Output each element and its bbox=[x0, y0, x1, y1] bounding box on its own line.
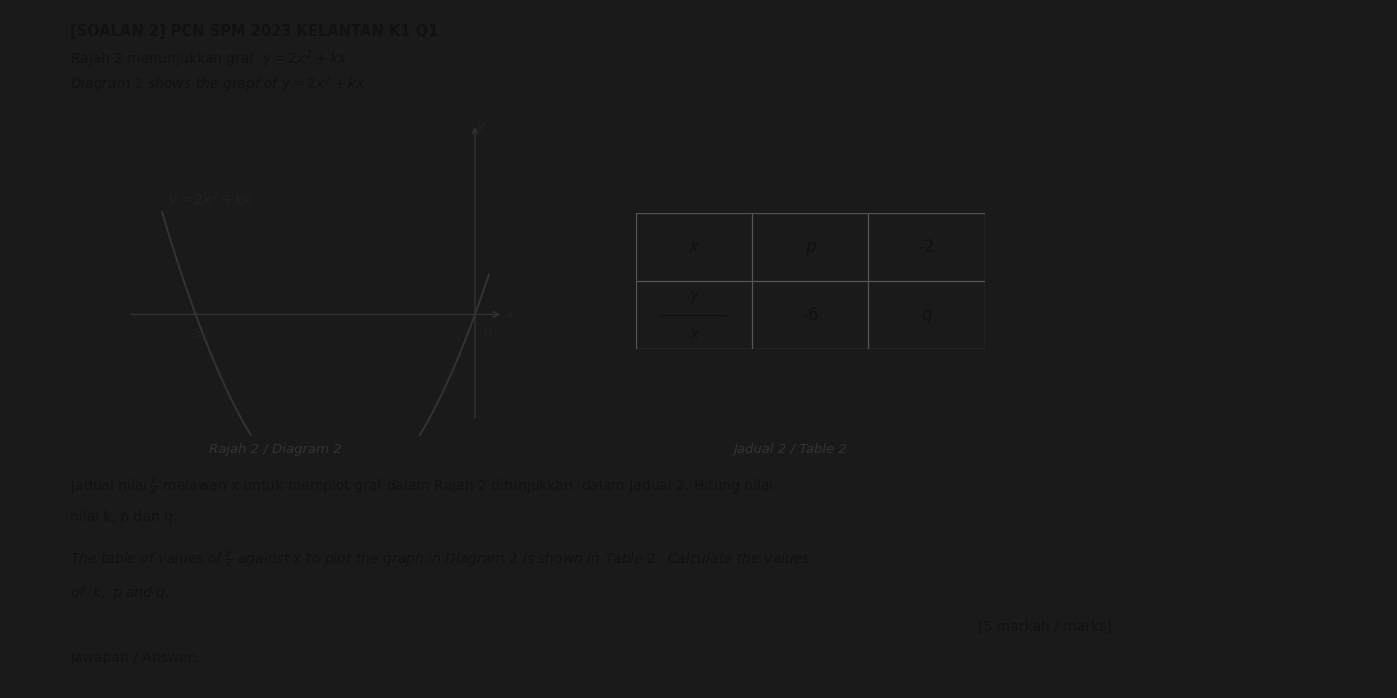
Text: y: y bbox=[689, 288, 698, 303]
Text: Jadual nilai $\frac{y}{x}$ melawan x untuk memplot graf dalam Rajah 2 ditunjukka: Jadual nilai $\frac{y}{x}$ melawan x unt… bbox=[70, 475, 780, 497]
Text: -5: -5 bbox=[190, 327, 201, 340]
Text: Rajah 2 / Diagram 2: Rajah 2 / Diagram 2 bbox=[208, 443, 341, 456]
Text: Jadual 2 / Table 2: Jadual 2 / Table 2 bbox=[733, 443, 847, 456]
Text: 0: 0 bbox=[483, 327, 492, 340]
Text: [SOALAN 2] PCN SPM 2023 KELANTAN K1 Q1: [SOALAN 2] PCN SPM 2023 KELANTAN K1 Q1 bbox=[70, 24, 439, 39]
Text: -2: -2 bbox=[918, 238, 935, 256]
Text: p: p bbox=[805, 238, 816, 256]
Text: x: x bbox=[689, 327, 698, 342]
Text: nilai k, p dan q.: nilai k, p dan q. bbox=[70, 510, 177, 524]
Text: -6: -6 bbox=[802, 306, 819, 324]
Text: $\it{Diagram\ 2\ shows\ the\ grapf\ of\ }$$y = 2x^2 + kx$ .: $\it{Diagram\ 2\ shows\ the\ grapf\ of\ … bbox=[70, 73, 374, 95]
Text: Rajah 2 menunjukkan graf  $y = 2x^2 + kx$ .: Rajah 2 menunjukkan graf $y = 2x^2 + kx$… bbox=[70, 49, 355, 70]
Text: [5 markah / marks]: [5 markah / marks] bbox=[978, 620, 1112, 634]
Text: $\it{The\ table\ of\ values\ of\ }$$\frac{y}{x}$$\it{\ against\ x\ to\ plot\ the: $\it{The\ table\ of\ values\ of\ }$$\fra… bbox=[70, 548, 810, 570]
Text: $\it{of\ \ k,\ p\ and\ q.}$: $\it{of\ \ k,\ p\ and\ q.}$ bbox=[70, 584, 170, 602]
Text: y: y bbox=[476, 119, 485, 133]
Text: Jawapan / Answer:: Jawapan / Answer: bbox=[70, 651, 198, 664]
Text: $y = 2x^2 + kx$: $y = 2x^2 + kx$ bbox=[168, 189, 253, 211]
Text: q: q bbox=[922, 306, 932, 324]
Text: x: x bbox=[689, 238, 698, 256]
Text: x: x bbox=[506, 307, 514, 321]
